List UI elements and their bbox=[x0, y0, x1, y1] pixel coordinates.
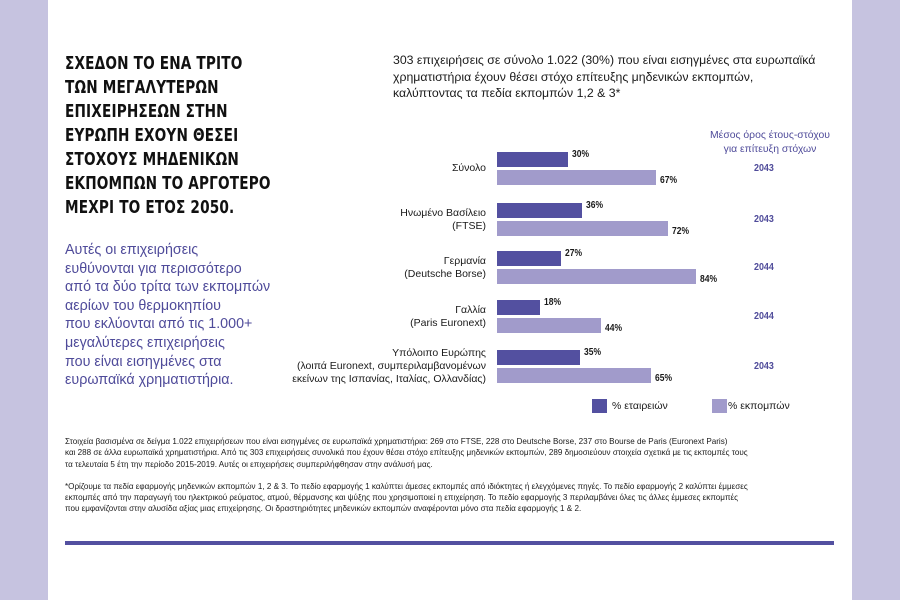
avg-year-title-line: για επίτευξη στόχων bbox=[723, 144, 817, 155]
headline-line: ΕΠΙΧΕΙΡΗΣΕΩΝ ΣΤΗΝ bbox=[65, 102, 228, 122]
footnote-line: εκπομπές από την παραγωγή του ηλεκτρικού… bbox=[65, 493, 739, 503]
chart-title-line: χρηματιστήρια έχουν θέσει στόχο επίτευξη… bbox=[393, 69, 754, 84]
category-label-line: Ηνωμένο Βασίλειο bbox=[400, 206, 486, 219]
legend-swatch-companies bbox=[592, 399, 607, 413]
category-label: Γαλλία (Paris Euronext) bbox=[410, 304, 486, 330]
value-label-companies: 36% bbox=[586, 200, 604, 211]
value-label-companies: 18% bbox=[543, 297, 561, 308]
subtext-line: Αυτές οι επιχειρήσεις bbox=[65, 242, 199, 258]
chart-title-line: καλύπτοντας τα πεδία εκπομπών 1,2 & 3* bbox=[393, 86, 621, 100]
legend-item-companies: % εταιρειών bbox=[592, 399, 668, 413]
avg-target-year: 2043 bbox=[754, 212, 774, 225]
value-label-emissions: 84% bbox=[700, 274, 718, 285]
category-label-line: (λοιπά Euronext, συμπεριλαμβανομένων bbox=[296, 360, 486, 372]
sample-note-line: και 288 σε άλλα ευρωπαϊκά χρηματιστήρια.… bbox=[65, 448, 748, 458]
avg-target-year: 2043 bbox=[754, 359, 774, 372]
category-label-line: Γαλλία bbox=[455, 303, 486, 316]
left-side-panel bbox=[0, 0, 48, 600]
sample-note-line: τα τελευταία 5 έτη την περίοδο 2015-2019… bbox=[65, 459, 433, 469]
headline-line: ΣΤΟΧΟΥΣ ΜΗΔΕΝΙΚΩΝ bbox=[65, 150, 239, 170]
headline-line: ΕΥΡΩΠΗ ΕΧΟΥΝ ΘΕΣΕΙ bbox=[65, 126, 239, 146]
subtext-line: που εκλύονται από τις 1.000+ bbox=[65, 316, 253, 333]
bar-emissions bbox=[497, 318, 602, 333]
subtext-line: ευρωπαϊκά χρηματιστήρια. bbox=[65, 372, 234, 389]
chart-title-line: 303 επιχειρήσεις σε σύνολο 1.022 (30%) π… bbox=[393, 53, 816, 67]
avg-target-year: 2044 bbox=[754, 260, 774, 273]
avg-year-column-title: Μέσος όρος έτους-στόχου για επίτευξη στό… bbox=[700, 129, 840, 157]
category-label: Υπόλοιπο Ευρώπης (λοιπά Euronext, συμπερι… bbox=[292, 347, 486, 386]
subtext-line: ευθύνονται για περισσότερο bbox=[65, 260, 242, 277]
right-side-panel bbox=[852, 0, 900, 600]
subtext-line: από τα δύο τρίτα των εκπομπών bbox=[65, 279, 271, 296]
avg-target-year: 2044 bbox=[754, 309, 774, 322]
value-label-emissions: 44% bbox=[605, 323, 623, 334]
headline-line: ΕΚΠΟΜΠΩΝ ΤΟ ΑΡΓΟΤΕΡΟ bbox=[65, 174, 271, 194]
bar-emissions bbox=[497, 269, 697, 284]
avg-year-title-line: Μέσος όρος έτους-στόχου bbox=[710, 130, 830, 141]
notes: Στοιχεία βασισμένα σε δείγμα 1.022 επιχε… bbox=[65, 436, 845, 515]
footnote-line: *Ορίζουμε τα πεδία εφαρμογής μηδενικών ε… bbox=[65, 481, 748, 491]
category-label-line: Σύνολο bbox=[451, 162, 486, 174]
category-label-line: εκείνων της Ισπανίας, Ιταλίας, Ολλανδίας… bbox=[292, 373, 486, 385]
value-label-companies: 30% bbox=[572, 149, 590, 160]
legend-item-emissions: % εκπομπών bbox=[712, 399, 790, 413]
category-label-line: Γερμανία bbox=[443, 254, 486, 267]
bar-emissions bbox=[497, 170, 656, 185]
bar-companies bbox=[497, 300, 540, 315]
value-label-companies: 27% bbox=[564, 248, 582, 259]
value-label-companies: 35% bbox=[583, 347, 601, 358]
category-label: Γερμανία (Deutsche Borse) bbox=[404, 255, 486, 281]
bar-companies bbox=[497, 251, 561, 266]
bar-emissions bbox=[497, 221, 668, 236]
category-label-line: (FTSE) bbox=[452, 219, 486, 232]
legend-label-companies: % εταιρειών bbox=[612, 400, 668, 412]
headline: ΣΧΕΔΟΝ ΤΟ ΕΝΑ ΤΡΙΤΟ ΤΩΝ ΜΕΓΑΛΥΤΕΡΩΝ ΕΠΙΧ… bbox=[65, 52, 271, 220]
subtext-line: αερίων του θερμοκηπίου bbox=[65, 297, 221, 314]
legend-label-emissions: % εκπομπών bbox=[728, 400, 790, 412]
category-label: Σύνολο bbox=[452, 162, 486, 175]
subtext-line: μεγαλύτερες επιχειρήσεις bbox=[65, 334, 225, 351]
subtext-line: που είναι εισηγμένες στα bbox=[65, 353, 222, 370]
headline-line: ΣΧΕΔΟΝ ΤΟ ΕΝΑ ΤΡΙΤΟ bbox=[65, 54, 243, 74]
sample-note-line: Στοιχεία βασισμένα σε δείγμα 1.022 επιχε… bbox=[65, 437, 728, 446]
category-label-line: (Deutsche Borse) bbox=[404, 267, 486, 280]
subtext: Αυτές οι επιχειρήσεις ευθύνονται για περ… bbox=[65, 241, 305, 390]
bottom-divider bbox=[65, 541, 834, 545]
category-label-line: (Paris Euronext) bbox=[410, 316, 486, 329]
category-label: Ηνωμένο Βασίλειο (FTSE) bbox=[400, 207, 486, 233]
chart-title: 303 επιχειρήσεις σε σύνολο 1.022 (30%) π… bbox=[393, 52, 815, 102]
value-label-emissions: 67% bbox=[659, 175, 677, 186]
bar-companies bbox=[497, 203, 583, 218]
category-label-line: Υπόλοιπο Ευρώπης bbox=[392, 347, 486, 359]
value-label-emissions: 65% bbox=[655, 373, 673, 384]
bar-emissions bbox=[497, 368, 652, 383]
value-label-emissions: 72% bbox=[671, 226, 689, 237]
bar-companies bbox=[497, 350, 580, 365]
headline-line: ΜΕΧΡΙ ΤΟ ΕΤΟΣ 2050. bbox=[65, 198, 235, 218]
footnote-line: που εμφανίζονται στην αλυσίδα αξίας μιας… bbox=[65, 504, 582, 514]
avg-target-year: 2043 bbox=[754, 161, 774, 174]
legend-swatch-emissions bbox=[712, 399, 727, 413]
bar-companies bbox=[497, 152, 569, 167]
headline-line: ΤΩΝ ΜΕΓΑΛΥΤΕΡΩΝ bbox=[65, 78, 219, 98]
